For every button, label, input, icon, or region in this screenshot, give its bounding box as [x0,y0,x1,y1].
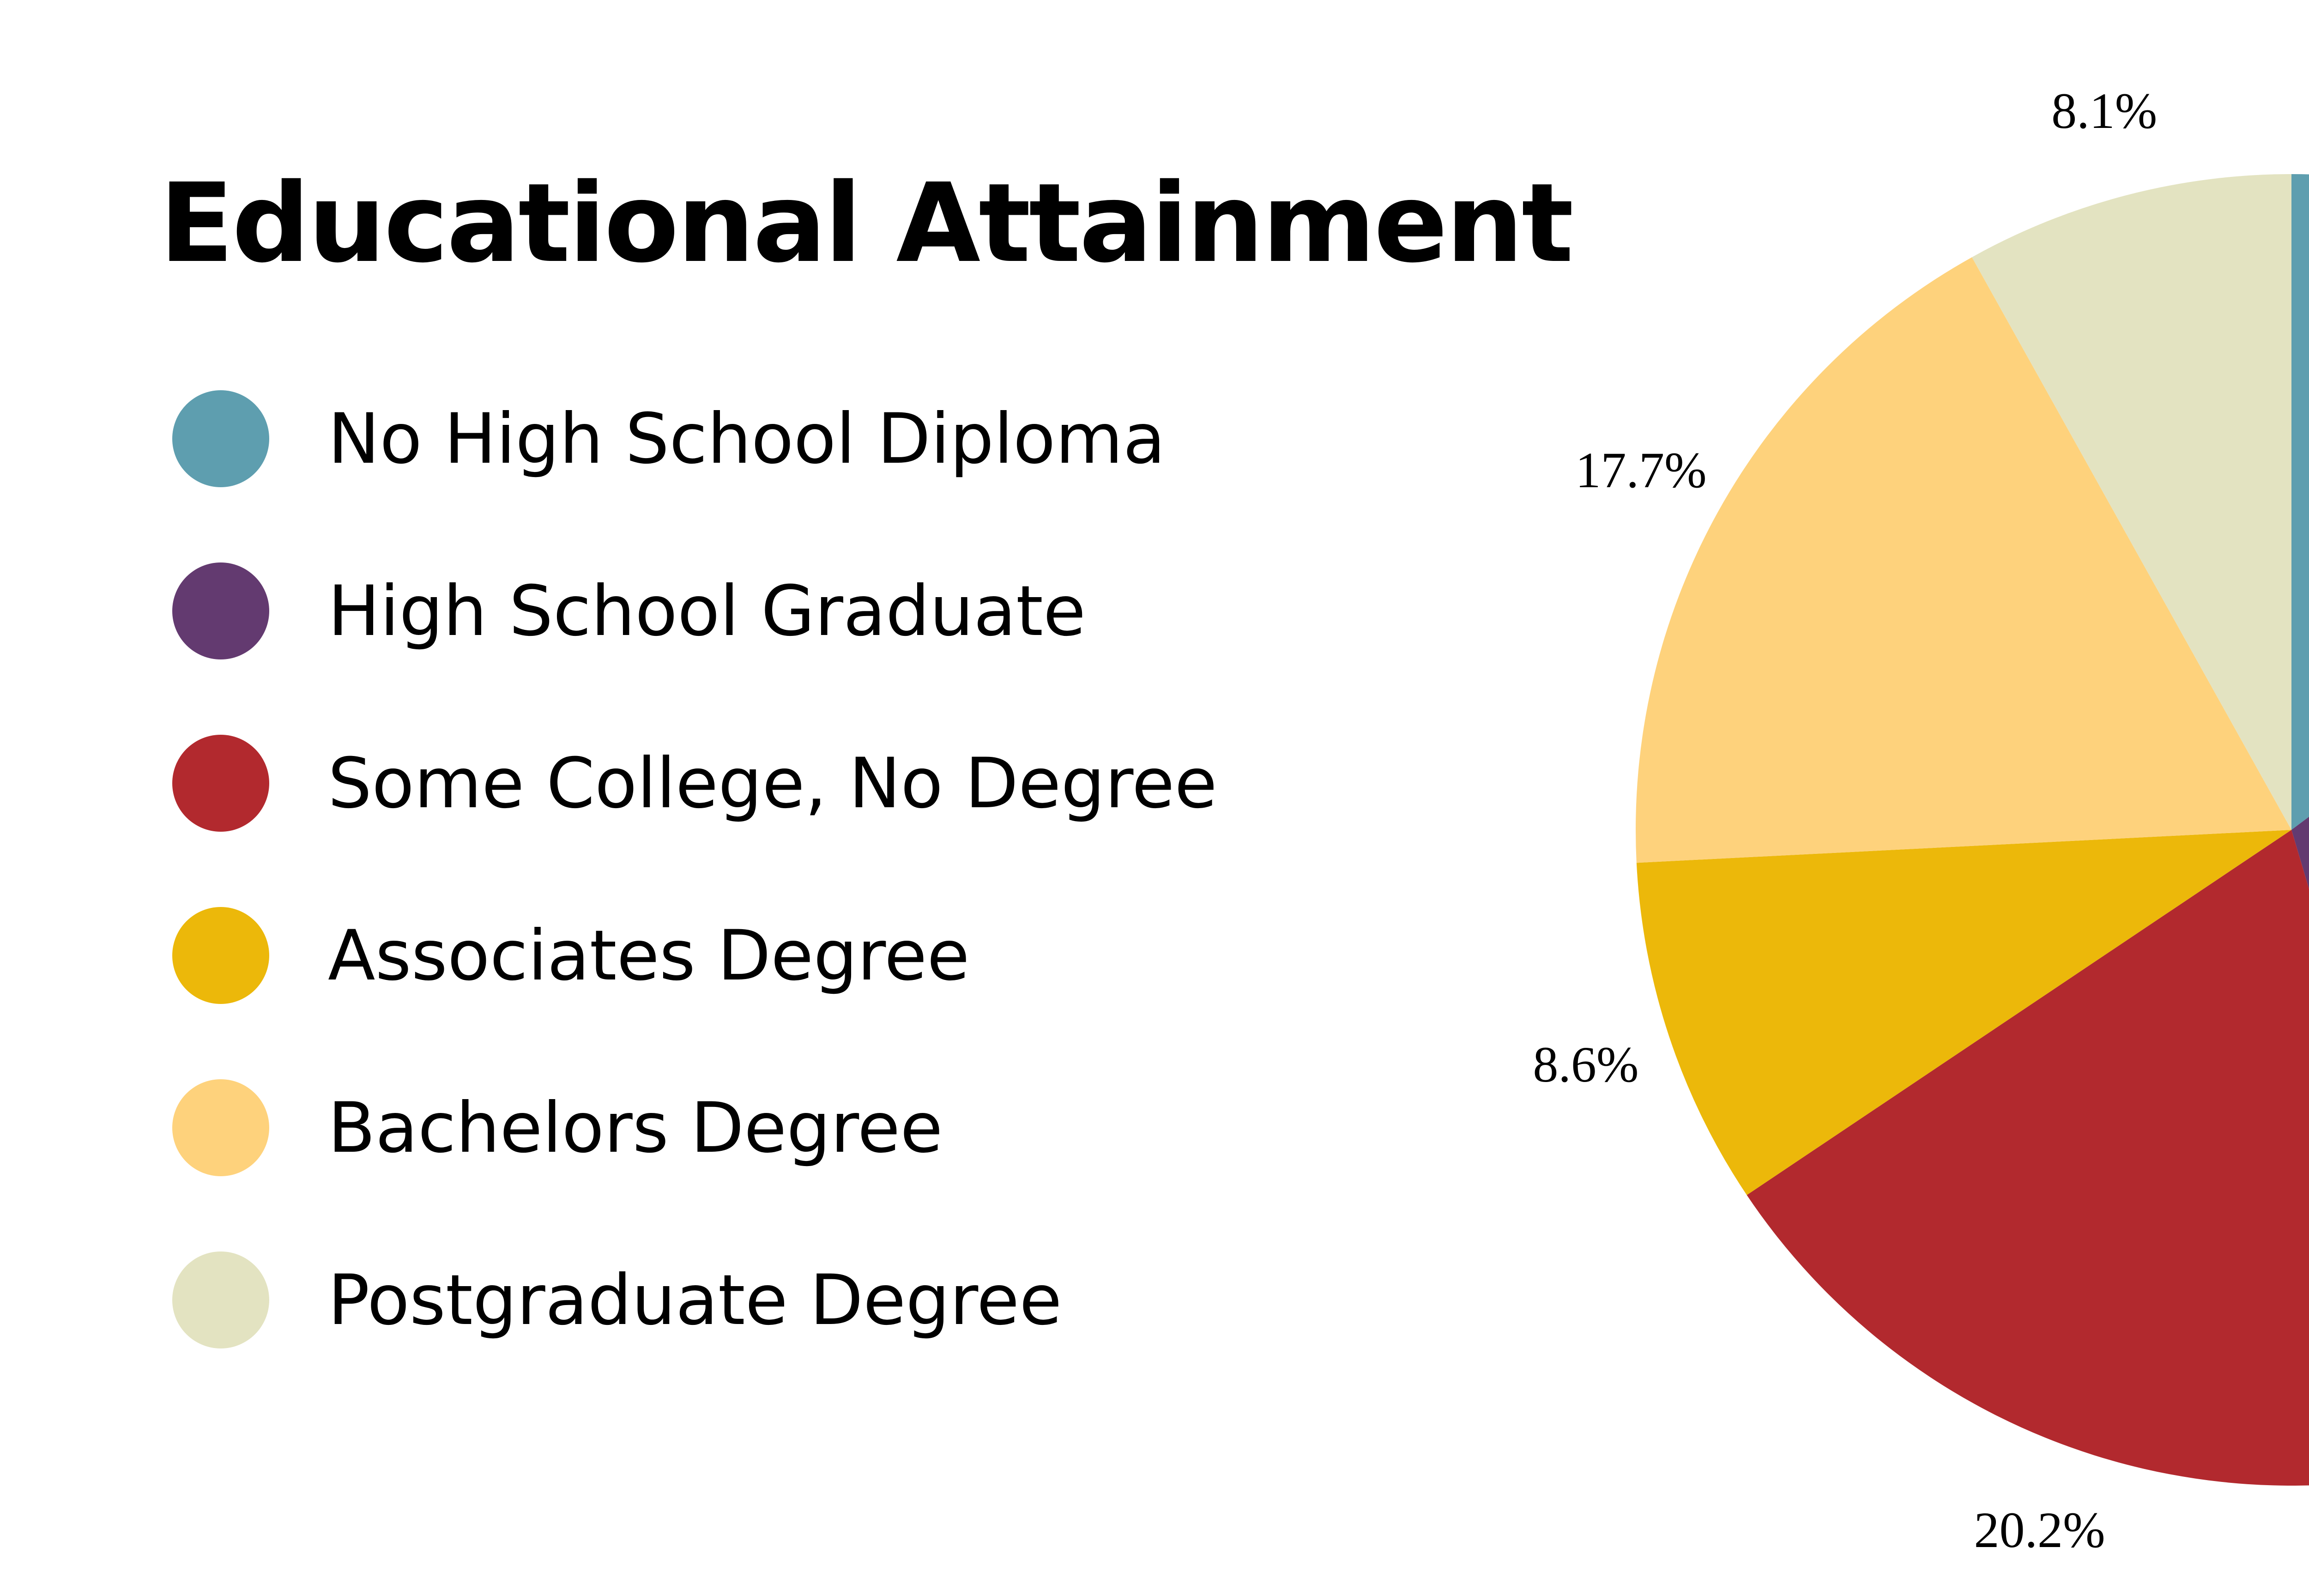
legend-item-associates-degree: Associates Degree [172,907,970,1004]
pie-slice-high-school-graduate [2291,816,2309,889]
slice-percent-label: 8.1% [2051,83,2157,139]
legend-swatch [172,390,269,487]
pie-slice-bachelors-degree [1636,257,2291,863]
slice-percent-label: 8.6% [1533,1036,1638,1093]
legend-label: Some College, No Degree [328,744,1217,824]
legend-label: High School Graduate [328,571,1086,652]
legend-swatch [172,735,269,832]
slice-percent-label: 20.2% [1974,1502,2105,1558]
legend-swatch [172,1079,269,1176]
legend-item-no-high-school-diploma: No High School Diploma [172,390,1166,487]
pie-slice-associates-degree [1636,830,2291,1195]
legend-label: Postgraduate Degree [328,1260,1062,1341]
legend-label: No High School Diploma [328,399,1166,479]
legend-swatch [172,1251,269,1348]
pie-slice-some-college-no-degree [1747,830,2309,1486]
legend-item-high-school-graduate: High School Graduate [172,562,1086,659]
legend-item-postgraduate-degree: Postgraduate Degree [172,1251,1062,1348]
legend: No High School Diploma High School Gradua… [172,390,1217,1348]
legend-item-some-college-no-degree: Some College, No Degree [172,735,1217,832]
legend-swatch [172,562,269,659]
chart-title: Educational Attainment [159,160,1572,287]
pie-slice-postgraduate-degree [1972,174,2291,830]
pie-slices [1636,174,2309,1486]
legend-label: Associates Degree [328,916,970,996]
slice-percent-label: 17.7% [1576,442,1707,498]
legend-swatch [172,907,269,1004]
pie-labels: 14.8%30.6%20.2%8.6%17.7%8.1% [1533,83,2157,1558]
legend-label: Bachelors Degree [328,1088,943,1168]
legend-item-bachelors-degree: Bachelors Degree [172,1079,943,1176]
pie-slice-no-high-school-diploma [2291,174,2309,830]
